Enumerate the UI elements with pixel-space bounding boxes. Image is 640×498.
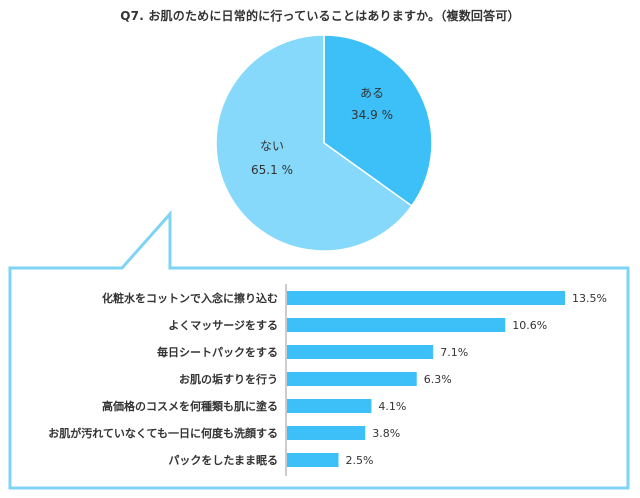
- bar: [287, 345, 434, 359]
- pie-slice-label: ない: [260, 139, 284, 153]
- bar-value-label: 7.1%: [440, 346, 468, 359]
- bar-value-label: 2.5%: [345, 454, 373, 467]
- pie-slice: [323, 34, 433, 207]
- bar-value-label: 3.8%: [372, 427, 400, 440]
- bar-value-label: 10.6%: [512, 319, 547, 332]
- bar-value-label: 13.5%: [572, 292, 607, 305]
- bar-category-label: お肌の垢すりを行う: [179, 372, 278, 386]
- bar: [287, 453, 339, 467]
- bar: [287, 426, 366, 440]
- pie-slice-value: 34.9 %: [351, 108, 393, 122]
- bar: [287, 372, 417, 386]
- callout-frame: [8, 210, 630, 490]
- pie-chart: ある 34.9 % ない 65.1 %: [215, 34, 433, 252]
- bar-category-label: 毎日シートパックをする: [157, 345, 278, 359]
- bar-category-label: 化粧水をコットンで入念に擦り込む: [102, 291, 278, 305]
- bar: [287, 399, 372, 413]
- pie-slice: [215, 34, 413, 252]
- pie-slice-label: ある: [360, 86, 384, 100]
- bar-category-label: 高価格のコスメを何種類も肌に塗る: [102, 399, 278, 413]
- bar: [287, 318, 506, 332]
- bar-chart: 化粧水をコットンで入念に擦り込む 13.5% よくマッサージをする 10.6% 毎日シー…: [48, 284, 607, 476]
- pie-slice-value: 65.1 %: [251, 163, 293, 177]
- bar-value-label: 4.1%: [378, 400, 406, 413]
- bar-value-label: 6.3%: [424, 373, 452, 386]
- chart-title: Q7. お肌のために日常的に行っていることはありますか。（複数回答可）: [120, 9, 520, 23]
- bar: [287, 291, 565, 305]
- bar-category-label: お肌が汚れていなくても一日に何度も洗顔する: [48, 426, 278, 440]
- bar-category-label: よくマッサージをする: [168, 319, 278, 332]
- bar-category-label: パックをしたまま眠る: [168, 454, 278, 467]
